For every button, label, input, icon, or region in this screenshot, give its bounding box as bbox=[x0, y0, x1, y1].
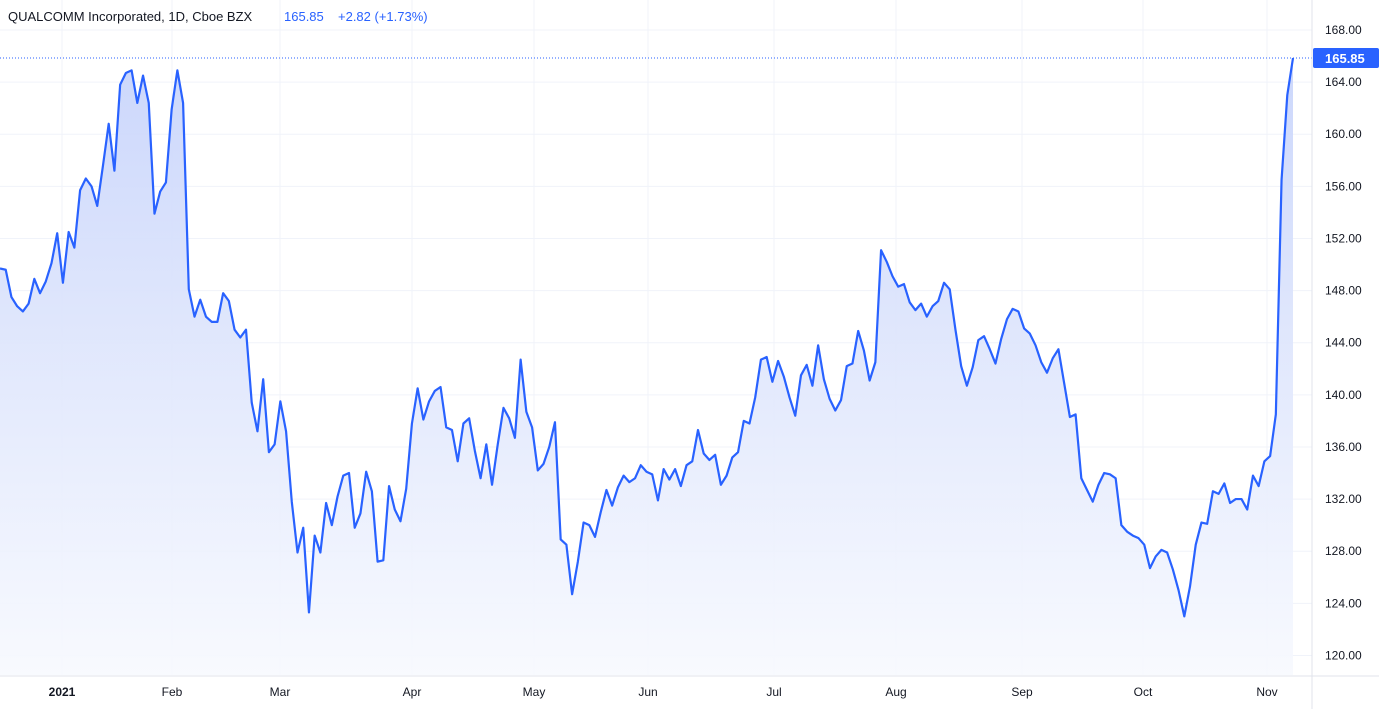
x-tick-label: Sep bbox=[1011, 685, 1033, 699]
y-tick-label: 144.00 bbox=[1325, 336, 1362, 350]
y-tick-label: 148.00 bbox=[1325, 284, 1362, 298]
x-tick-label: Mar bbox=[270, 685, 291, 699]
y-tick-label: 152.00 bbox=[1325, 231, 1362, 245]
series-line[interactable] bbox=[0, 57, 1295, 618]
x-tick-label: May bbox=[523, 685, 546, 699]
y-tick-label: 164.00 bbox=[1325, 75, 1362, 89]
y-tick-label: 160.00 bbox=[1325, 127, 1362, 141]
y-tick-label: 132.00 bbox=[1325, 492, 1362, 506]
y-tick-label: 120.00 bbox=[1325, 648, 1362, 662]
series-line-layer bbox=[0, 57, 1295, 618]
symbol-title[interactable]: QUALCOMM Incorporated, 1D, Cboe BZX bbox=[8, 9, 253, 24]
series-area bbox=[0, 57, 1293, 676]
x-tick-label: 2021 bbox=[49, 685, 76, 699]
y-tick-label: 136.00 bbox=[1325, 440, 1362, 454]
last-price-label: 165.85 bbox=[1325, 51, 1365, 66]
y-tick-label: 128.00 bbox=[1325, 544, 1362, 558]
last-price-tag bbox=[1313, 47, 1379, 68]
x-tick-label: Oct bbox=[1134, 685, 1153, 699]
y-tick-label: 156.00 bbox=[1325, 179, 1362, 193]
x-tick-label: Feb bbox=[162, 685, 183, 699]
y-tick-label: 124.00 bbox=[1325, 596, 1362, 610]
x-tick-label: Jul bbox=[766, 685, 781, 699]
x-tick-label: Aug bbox=[885, 685, 906, 699]
x-tick-label: Nov bbox=[1256, 685, 1277, 699]
x-tick-label: Jun bbox=[638, 685, 657, 699]
y-tick-label: 168.00 bbox=[1325, 23, 1362, 37]
chart-header: QUALCOMM Incorporated, 1D, Cboe BZX 165.… bbox=[8, 9, 428, 24]
header-change: +2.82 (+1.73%) bbox=[338, 9, 428, 24]
area-fill-layer bbox=[0, 57, 1293, 676]
x-tick-label: Apr bbox=[403, 685, 422, 699]
y-tick-label: 140.00 bbox=[1325, 388, 1362, 402]
header-last-price: 165.85 bbox=[284, 9, 324, 24]
